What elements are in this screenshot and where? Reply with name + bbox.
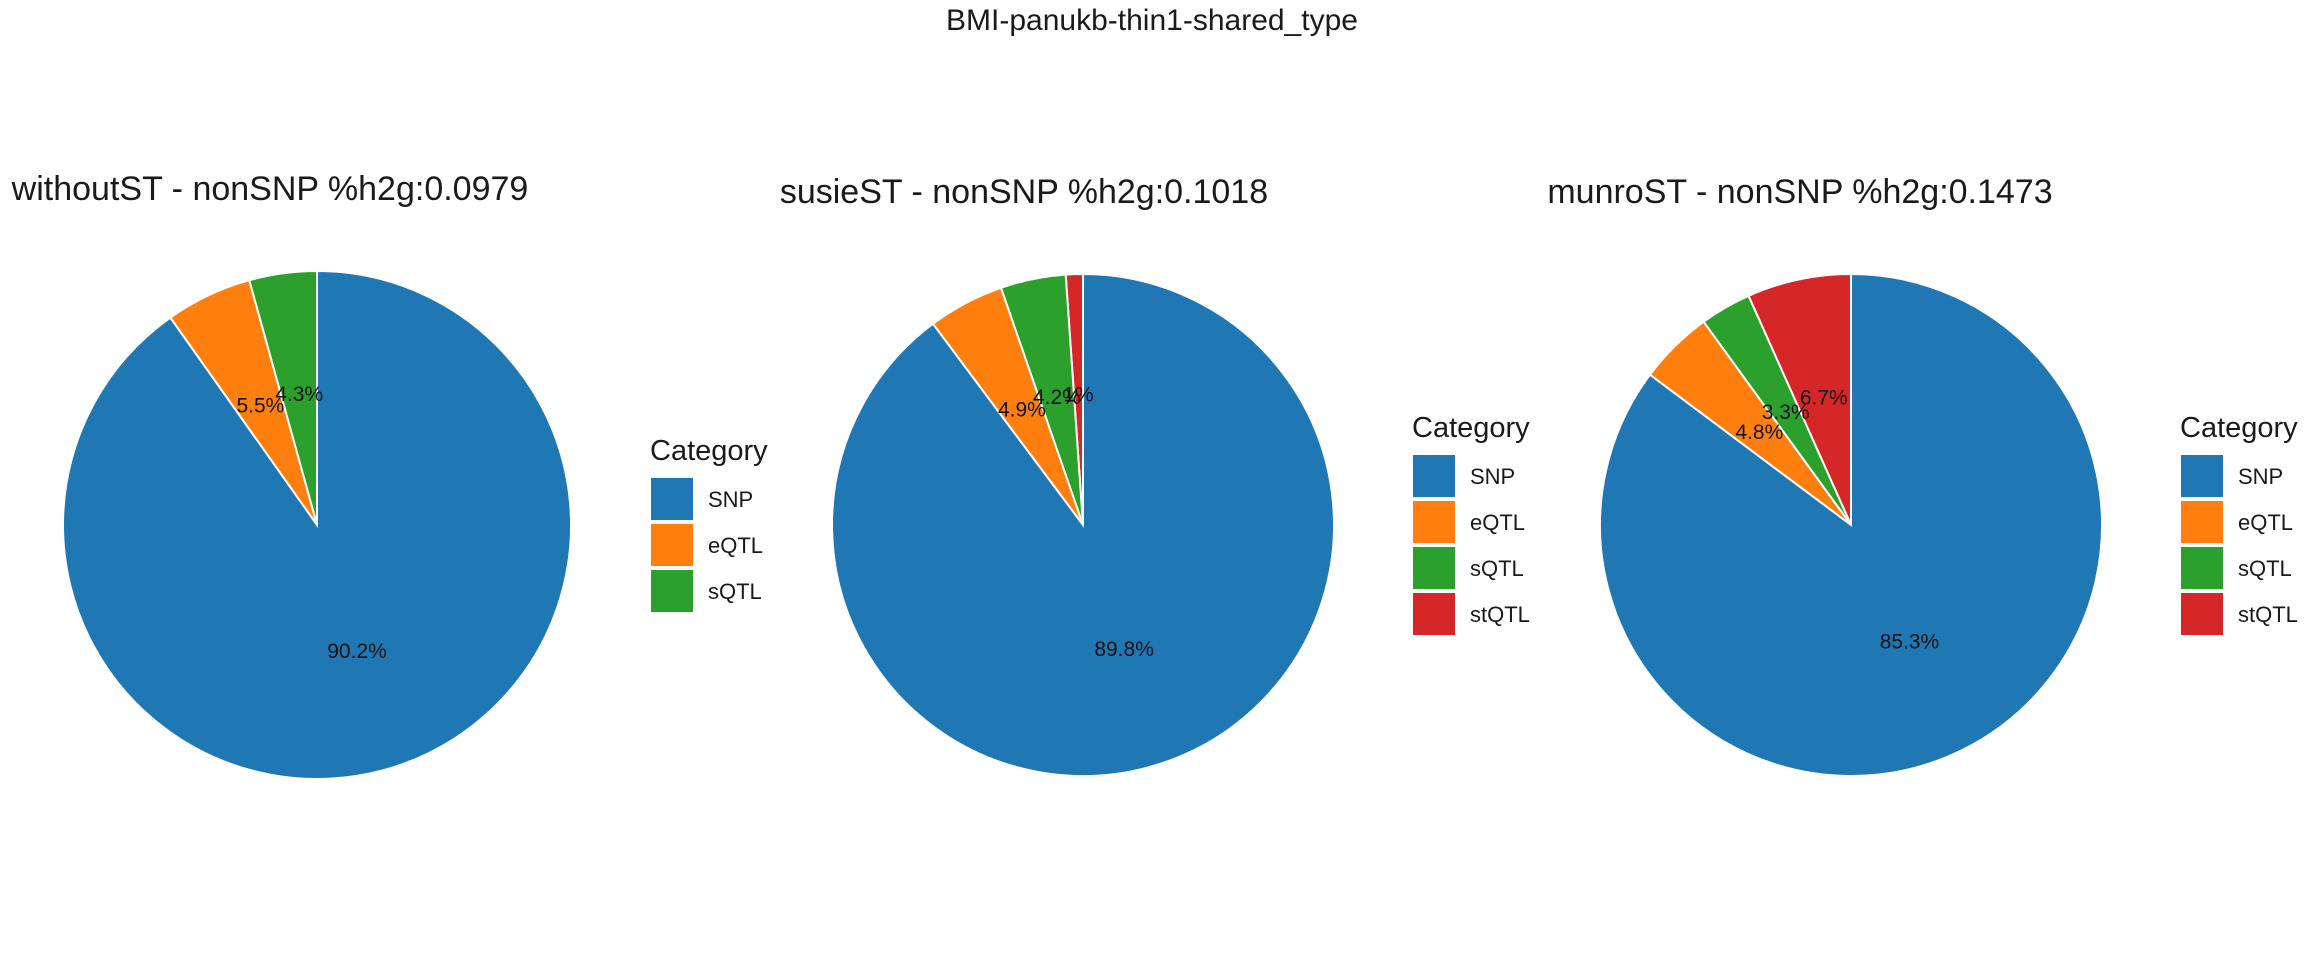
legend-label-sqtl: sQTL [1470,556,1524,581]
legend: Category SNP eQTL sQTL [650,435,768,612]
legend-label-eqtl: eQTL [708,533,763,558]
slice-label-eqtl: 4.9% [998,399,1046,422]
slice-label-sqtl: 4.2% [1033,386,1081,409]
slice-label-eqtl: 5.5% [236,395,284,418]
slice-label-sqtl: 4.3% [275,383,323,406]
legend-swatch-stqtl [2181,593,2223,635]
legend-swatch-eqtl [651,524,693,566]
legend-swatch-sqtl [2181,547,2223,589]
legend-swatch-snp [1413,455,1455,497]
pie-panel-withoutst: withoutST - nonSNP %h2g:0.0979 4.3%5.5% 90… [11,170,768,780]
legend: Category SNP eQTL sQTL stQTL [1412,412,1530,635]
panel-title: withoutST - nonSNP %h2g:0.0979 [11,170,529,208]
figure-title: BMI-panukb-thin1-shared_type [946,4,1358,37]
legend-label-sqtl: sQTL [2238,556,2292,581]
pie-slices [1599,272,2104,777]
legend-swatch-sqtl [1413,547,1455,589]
slice-label-stqtl: 6.7% [1800,386,1848,409]
legend-label-eqtl: eQTL [2238,510,2293,535]
legend-swatch-eqtl [1413,501,1455,543]
slice-label-snp: 85.3% [1880,631,1940,654]
legend: Category SNP eQTL sQTL stQTL [2180,412,2298,635]
legend-label-snp: SNP [1470,464,1515,489]
legend-swatch-sqtl [651,570,693,612]
legend-label-sqtl: sQTL [708,579,762,604]
slice-label-eqtl: 4.8% [1735,421,1783,444]
pie-slices [831,272,1335,777]
legend-label-stqtl: stQTL [1470,602,1530,627]
slice-label-snp: 89.8% [1094,638,1154,661]
legend-label-snp: SNP [708,487,753,512]
legend-label-snp: SNP [2238,464,2283,489]
pie-slice-snp [1599,272,2104,777]
legend-label-eqtl: eQTL [1470,510,1525,535]
pie-slices [62,269,572,780]
legend-title: Category [2180,412,2298,444]
legend-label-stqtl: stQTL [2238,602,2298,627]
panel-title: susieST - nonSNP %h2g:0.1018 [780,173,1268,211]
legend-title: Category [1412,412,1530,444]
pie-slice-snp [831,272,1335,777]
legend-title: Category [650,435,768,467]
legend-swatch-stqtl [1413,593,1455,635]
legend-swatch-snp [2181,455,2223,497]
slice-label-sqtl: 3.3% [1762,401,1810,424]
panel-title: munroST - nonSNP %h2g:0.1473 [1547,173,2052,211]
slice-label-snp: 90.2% [327,640,387,663]
pie-slice-snp [62,269,572,780]
pie-panel-munrost: munroST - nonSNP %h2g:0.1473 6.7%3.3%4.8%… [1547,173,2298,777]
legend-swatch-eqtl [2181,501,2223,543]
legend-swatch-snp [651,478,693,520]
slice-label-stqtl: 1% [1063,384,1093,407]
pie-panel-susiest: susieST - nonSNP %h2g:0.1018 1%4.2%4.9% 89… [780,173,1530,777]
